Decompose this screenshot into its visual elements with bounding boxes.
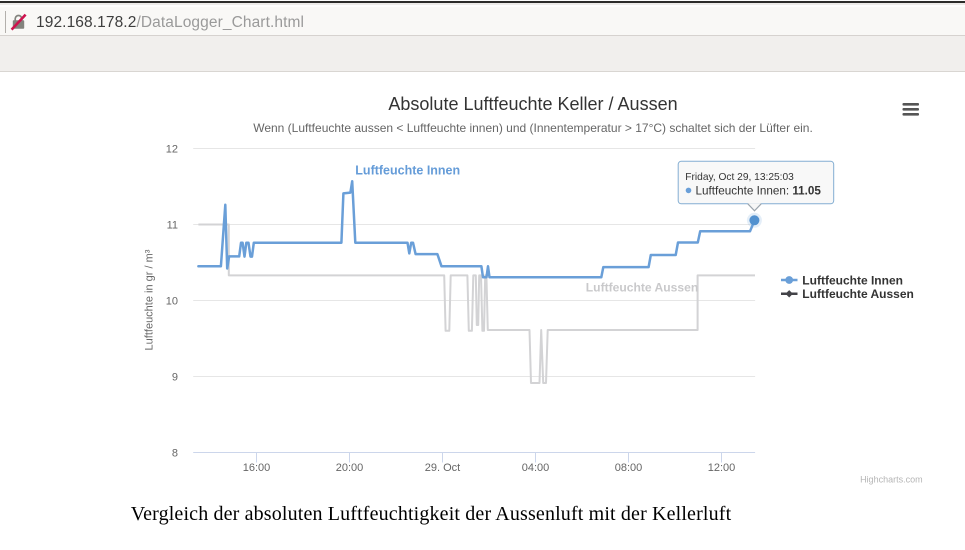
svg-text:8: 8 <box>172 448 178 460</box>
svg-text:Friday, Oct 29, 13:25:03: Friday, Oct 29, 13:25:03 <box>685 172 794 183</box>
svg-text:08:00: 08:00 <box>615 462 643 474</box>
svg-text:Luftfeuchte Aussen: Luftfeuchte Aussen <box>586 280 698 294</box>
svg-text:Highcharts.com: Highcharts.com <box>860 475 923 485</box>
svg-text:04:00: 04:00 <box>522 462 550 474</box>
svg-text:Luftfeuchte Innen: Luftfeuchte Innen <box>802 273 903 287</box>
svg-text:12:00: 12:00 <box>708 462 736 474</box>
svg-text:Luftfeuchte Aussen: Luftfeuchte Aussen <box>802 287 914 301</box>
svg-text:16:00: 16:00 <box>243 462 271 474</box>
svg-text:Luftfeuchte Innen: 11.05: Luftfeuchte Innen: 11.05 <box>696 184 822 197</box>
svg-text:10: 10 <box>166 296 178 308</box>
svg-text:12: 12 <box>166 144 178 156</box>
svg-text:Luftfeuchte in gr / m³: Luftfeuchte in gr / m³ <box>144 249 156 350</box>
svg-text:11: 11 <box>167 220 178 232</box>
svg-text:Absolute Luftfeuchte Keller /: Absolute Luftfeuchte Keller / Aussen <box>388 94 677 114</box>
svg-text:9: 9 <box>172 372 178 384</box>
svg-text:29. Oct: 29. Oct <box>425 462 460 474</box>
svg-text:Luftfeuchte Innen: Luftfeuchte Innen <box>355 164 460 178</box>
svg-text:Wenn (Luftfeuchte aussen < Luf: Wenn (Luftfeuchte aussen < Luftfeuchte i… <box>253 121 813 135</box>
svg-text:20:00: 20:00 <box>336 462 364 474</box>
